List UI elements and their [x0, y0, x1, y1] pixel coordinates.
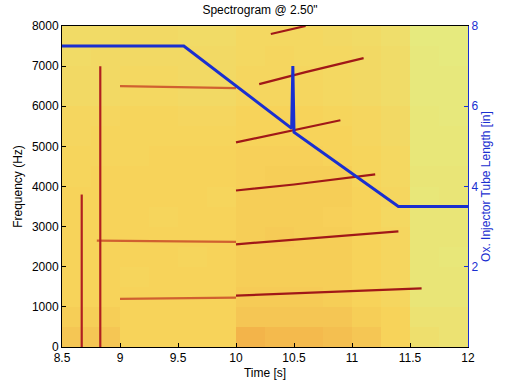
svg-text:12: 12: [461, 351, 475, 365]
svg-text:Ox. Injector Tube Length [in]: Ox. Injector Tube Length [in]: [479, 111, 493, 262]
svg-text:10.5: 10.5: [282, 351, 306, 365]
svg-text:5000: 5000: [32, 140, 59, 154]
svg-text:9.5: 9.5: [170, 351, 187, 365]
svg-text:6000: 6000: [32, 99, 59, 113]
svg-text:6: 6: [471, 99, 478, 113]
svg-text:Frequency (Hz): Frequency (Hz): [11, 145, 25, 228]
svg-text:Spectrogram @ 2.50": Spectrogram @ 2.50": [202, 3, 317, 17]
svg-text:4: 4: [471, 180, 478, 194]
svg-text:7000: 7000: [32, 59, 59, 73]
svg-text:10: 10: [229, 351, 243, 365]
svg-text:8.5: 8.5: [54, 351, 71, 365]
svg-text:3000: 3000: [32, 220, 59, 234]
svg-text:11.5: 11.5: [399, 351, 422, 365]
svg-text:Time [s]: Time [s]: [244, 366, 286, 380]
svg-text:8: 8: [471, 19, 478, 33]
svg-text:9: 9: [117, 351, 124, 365]
svg-text:2: 2: [471, 260, 478, 274]
svg-text:2000: 2000: [32, 260, 59, 274]
svg-text:1000: 1000: [32, 300, 59, 314]
svg-text:4000: 4000: [32, 180, 59, 194]
svg-text:0: 0: [52, 340, 59, 354]
svg-text:11: 11: [346, 351, 359, 365]
svg-text:8000: 8000: [32, 19, 59, 33]
